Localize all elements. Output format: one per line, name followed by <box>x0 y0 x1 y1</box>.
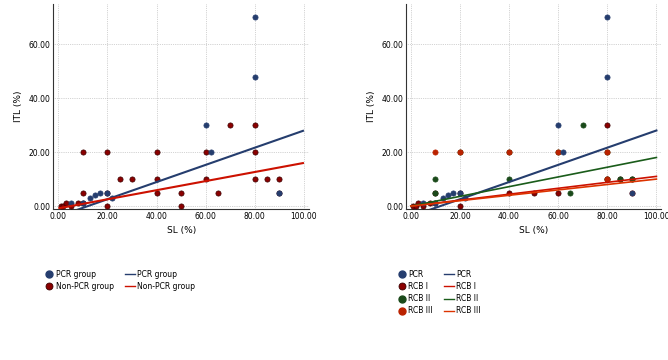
Point <box>249 122 260 128</box>
Point <box>438 195 448 201</box>
Point <box>504 176 514 182</box>
Point <box>225 122 236 128</box>
Point <box>430 190 441 195</box>
Point <box>430 201 441 206</box>
Point <box>553 149 564 155</box>
Point <box>77 201 88 206</box>
Point <box>528 190 539 195</box>
Point <box>602 122 613 128</box>
Point <box>430 149 441 155</box>
Point <box>615 176 625 182</box>
Point <box>85 195 96 201</box>
Point <box>627 190 637 195</box>
Point <box>615 176 625 182</box>
Legend: PCR, RCB I, RCB II, RCB III, PCR, RCB I, RCB II, RCB III: PCR, RCB I, RCB II, RCB III, PCR, RCB I,… <box>397 270 480 315</box>
Point <box>602 176 613 182</box>
Point <box>249 74 260 80</box>
Point <box>455 190 466 195</box>
Point <box>553 190 564 195</box>
Point <box>77 201 88 206</box>
Point <box>58 203 69 209</box>
Point <box>602 149 613 155</box>
Point <box>65 201 76 206</box>
Point <box>602 176 613 182</box>
Point <box>602 176 613 182</box>
Point <box>65 203 76 209</box>
Point <box>455 190 466 195</box>
Point <box>602 14 613 20</box>
Point <box>602 74 613 80</box>
Point <box>430 190 441 195</box>
Point <box>442 192 453 198</box>
Point <box>410 203 421 209</box>
Point <box>274 176 285 182</box>
Point <box>212 190 223 195</box>
Point <box>430 201 441 206</box>
Point <box>176 203 186 209</box>
Point <box>418 201 428 206</box>
Y-axis label: ITL (%): ITL (%) <box>14 90 23 122</box>
Point <box>151 149 162 155</box>
Point <box>448 190 458 195</box>
Point <box>274 190 285 195</box>
Point <box>205 149 216 155</box>
Point <box>627 176 637 182</box>
Point <box>114 176 125 182</box>
Point <box>90 192 101 198</box>
Point <box>627 190 637 195</box>
Point <box>418 203 428 209</box>
Point <box>455 149 466 155</box>
Point <box>460 195 470 201</box>
Point <box>151 190 162 195</box>
Point <box>102 149 113 155</box>
Point <box>102 190 113 195</box>
Point <box>430 176 441 182</box>
Point <box>504 149 514 155</box>
Point <box>249 149 260 155</box>
Point <box>558 149 568 155</box>
Point <box>627 176 637 182</box>
Point <box>602 149 613 155</box>
Point <box>577 122 588 128</box>
Point <box>127 176 138 182</box>
Point <box>102 190 113 195</box>
Point <box>77 190 88 195</box>
Point <box>455 203 466 209</box>
Point <box>455 149 466 155</box>
Point <box>200 122 211 128</box>
Point <box>504 149 514 155</box>
Point <box>102 203 113 209</box>
X-axis label: SL (%): SL (%) <box>519 226 548 235</box>
Point <box>553 122 564 128</box>
Point <box>200 149 211 155</box>
Point <box>425 201 436 206</box>
X-axis label: SL (%): SL (%) <box>166 226 196 235</box>
Point <box>553 149 564 155</box>
Point <box>262 176 273 182</box>
Point <box>413 201 424 206</box>
Point <box>565 190 576 195</box>
Point <box>77 149 88 155</box>
Point <box>55 203 66 209</box>
Point <box>151 176 162 182</box>
Y-axis label: ITL (%): ITL (%) <box>367 90 375 122</box>
Point <box>504 190 514 195</box>
Point <box>60 201 71 206</box>
Point <box>274 190 285 195</box>
Point <box>200 176 211 182</box>
Point <box>249 176 260 182</box>
Point <box>408 203 419 209</box>
Point <box>176 190 186 195</box>
Legend: PCR group, Non-PCR group, PCR group, Non-PCR group: PCR group, Non-PCR group, PCR group, Non… <box>45 270 195 291</box>
Point <box>107 195 118 201</box>
Point <box>73 201 84 206</box>
Point <box>95 190 106 195</box>
Point <box>249 14 260 20</box>
